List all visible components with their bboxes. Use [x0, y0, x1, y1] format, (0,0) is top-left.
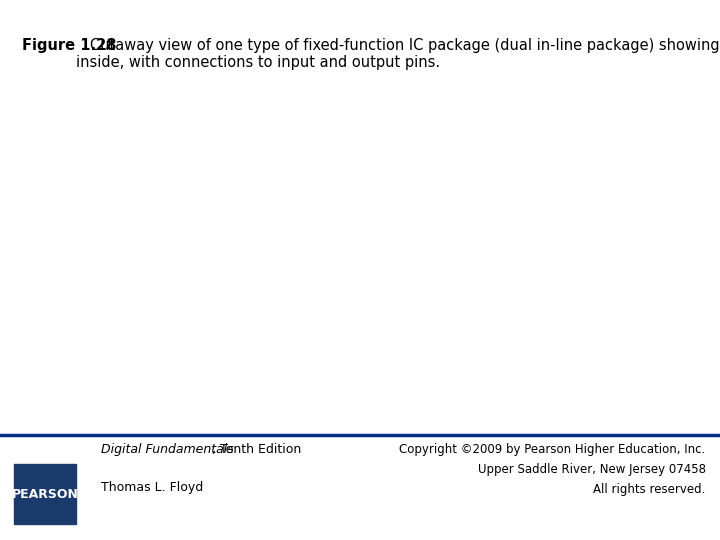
Text: PEARSON: PEARSON	[12, 488, 78, 501]
Text: Figure 1.28: Figure 1.28	[22, 38, 116, 53]
Text: All rights reserved.: All rights reserved.	[593, 483, 706, 496]
FancyBboxPatch shape	[14, 464, 76, 524]
Text: Copyright ©2009 by Pearson Higher Education, Inc.: Copyright ©2009 by Pearson Higher Educat…	[400, 443, 706, 456]
Text: Upper Saddle River, New Jersey 07458: Upper Saddle River, New Jersey 07458	[477, 463, 706, 476]
Text: , Tenth Edition: , Tenth Edition	[212, 443, 302, 456]
Text: Thomas L. Floyd: Thomas L. Floyd	[101, 481, 203, 494]
Text: Cutaway view of one type of fixed-function IC package (dual in-line package) sho: Cutaway view of one type of fixed-functi…	[76, 38, 720, 70]
Text: Digital Fundamentals: Digital Fundamentals	[101, 443, 233, 456]
